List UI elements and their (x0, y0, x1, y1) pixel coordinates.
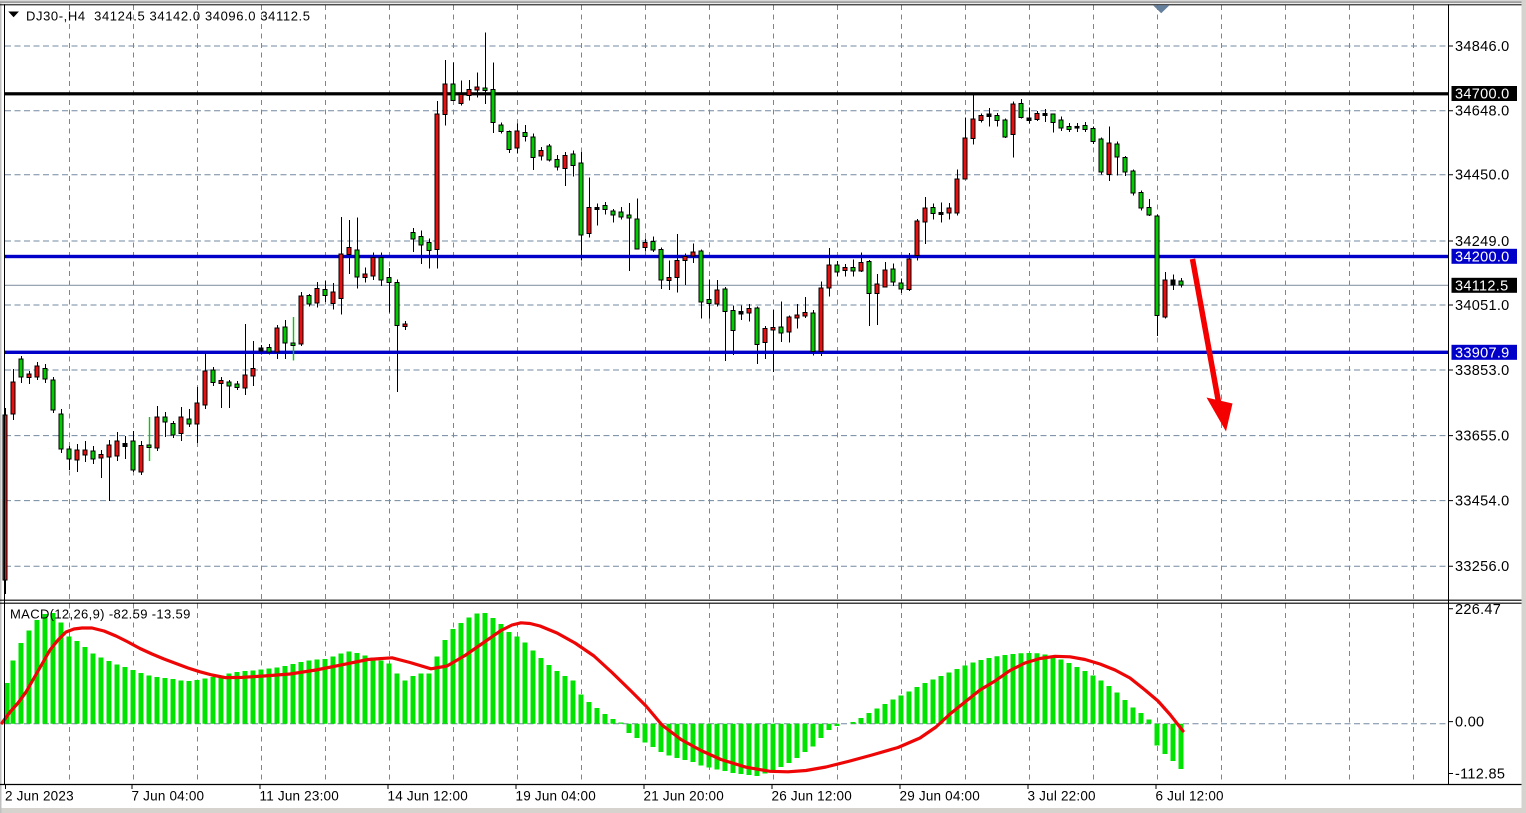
svg-text:DJ30-,H4 34124.5 34142.0 3409: DJ30-,H4 34124.5 34142.0 34096.0 34112.5 (26, 9, 311, 24)
svg-text:33454.0: 33454.0 (1455, 494, 1510, 510)
svg-text:2 Jun 2023: 2 Jun 2023 (5, 789, 74, 804)
svg-text:3 Jul 22:00: 3 Jul 22:00 (1028, 789, 1096, 804)
svg-text:-112.85: -112.85 (1455, 767, 1505, 783)
svg-text:19 Jun 04:00: 19 Jun 04:00 (516, 789, 596, 804)
svg-text:6 Jul 12:00: 6 Jul 12:00 (1156, 789, 1224, 804)
svg-text:34051.0: 34051.0 (1455, 298, 1510, 314)
svg-text:21 Jun 20:00: 21 Jun 20:00 (644, 789, 724, 804)
svg-text:34249.0: 34249.0 (1455, 234, 1510, 250)
svg-text:33853.0: 33853.0 (1455, 363, 1510, 379)
svg-text:34648.0: 34648.0 (1455, 104, 1510, 120)
svg-text:26 Jun 12:00: 26 Jun 12:00 (772, 789, 852, 804)
svg-text:0.00: 0.00 (1455, 715, 1484, 731)
svg-text:34700.0: 34700.0 (1455, 87, 1510, 103)
svg-text:34200.0: 34200.0 (1455, 249, 1510, 265)
svg-text:7 Jun 04:00: 7 Jun 04:00 (132, 789, 205, 804)
svg-text:226.47: 226.47 (1455, 602, 1501, 618)
svg-text:33655.0: 33655.0 (1455, 429, 1510, 445)
svg-text:11 Jun 23:00: 11 Jun 23:00 (260, 789, 339, 804)
svg-text:33907.9: 33907.9 (1455, 345, 1510, 361)
svg-text:34846.0: 34846.0 (1455, 39, 1510, 55)
svg-text:33256.0: 33256.0 (1455, 559, 1510, 575)
svg-text:14 Jun 12:00: 14 Jun 12:00 (388, 789, 468, 804)
svg-text:MACD(12,26,9) -82.59 -13.59: MACD(12,26,9) -82.59 -13.59 (10, 607, 191, 622)
svg-text:34450.0: 34450.0 (1455, 168, 1510, 184)
svg-text:34112.5: 34112.5 (1455, 278, 1508, 294)
svg-text:29 Jun 04:00: 29 Jun 04:00 (900, 789, 980, 804)
